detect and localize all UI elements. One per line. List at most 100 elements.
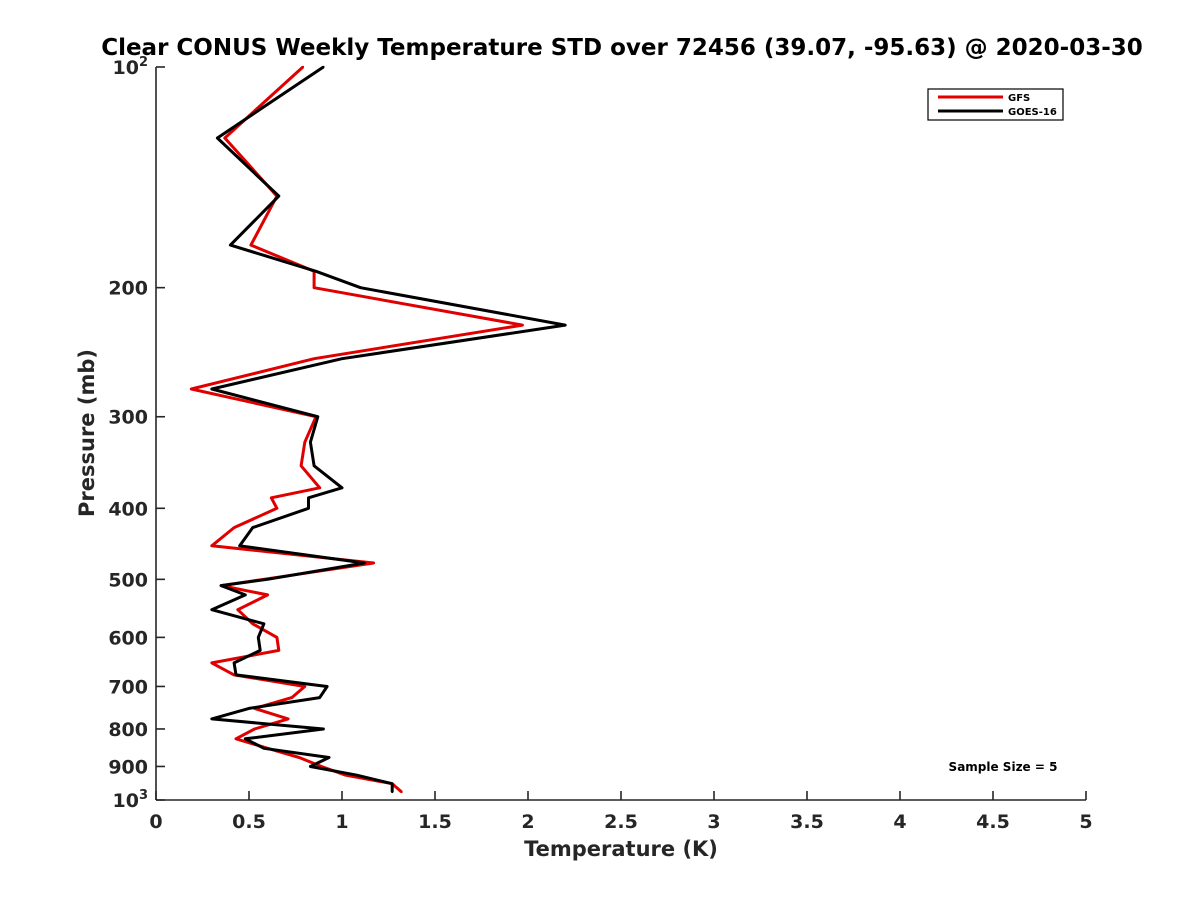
data-point-goes16 [216,136,219,140]
data-point-gfs [277,649,280,652]
y-tick-label: 102 [113,55,149,79]
data-point-gfs [286,717,290,721]
x-tick-label: 3 [707,811,720,833]
data-point-goes16 [391,782,394,785]
data-point-goes16 [322,65,325,69]
data-point-goes16 [247,707,251,710]
x-tick-label: 2.5 [604,811,638,833]
x-tick-label: 4 [893,811,906,833]
x-tick-label: 0.5 [232,811,266,833]
x-tick-label: 3.5 [790,811,824,833]
y-tick-label: 900 [108,756,148,778]
data-point-gfs [303,441,306,444]
data-point-goes16 [309,441,312,444]
data-point-goes16 [340,486,344,489]
x-tick-label: 4.5 [976,811,1010,833]
data-point-goes16 [258,649,262,652]
sample-size-annotation: Sample Size = 5 [949,760,1058,774]
data-point-goes16 [262,747,266,750]
y-tick-label: 300 [108,407,148,429]
data-point-gfs [312,357,316,360]
series-line-gfs [189,65,524,794]
data-point-goes16 [314,270,318,273]
data-point-goes16 [262,622,266,626]
data-point-gfs [253,727,256,731]
data-point-goes16 [251,526,254,529]
x-tick-label: 2 [521,811,534,833]
data-point-gfs [301,65,305,69]
data-point-goes16 [322,727,325,731]
legend-label-gfs: GFS [1008,93,1030,104]
series-layer [189,65,567,794]
data-point-gfs [249,243,253,247]
x-ticks: 0 0.5 1 1.5 2 2.5 3 3.5 4 4.5 5 [149,791,1093,833]
data-point-gfs [210,661,213,665]
data-point-goes16 [244,593,247,597]
data-point-goes16 [391,790,394,794]
data-point-goes16 [359,286,362,289]
x-tick-label: 1 [335,811,348,833]
data-point-gfs [521,323,524,327]
data-point-gfs [290,696,293,699]
chart-title: Clear CONUS Weekly Temperature STD over … [101,35,1143,61]
legend-box [927,88,1064,121]
data-point-gfs [266,593,269,597]
data-point-goes16 [309,765,312,768]
data-point-goes16 [210,608,213,611]
data-point-gfs [223,136,227,140]
data-point-goes16 [307,507,310,510]
data-point-goes16 [312,464,316,468]
data-point-goes16 [234,673,238,677]
data-point-goes16 [257,636,260,639]
data-point-goes16 [564,323,567,327]
y-axis-label: Pressure (mb) [75,349,99,517]
data-point-gfs [190,387,193,391]
y-tick-label: 600 [108,627,148,649]
series-line-goes16 [210,65,567,792]
data-point-goes16 [355,773,359,777]
data-point-gfs [251,622,254,626]
y-tick-label: 500 [108,569,148,591]
data-point-gfs [372,561,375,565]
y-tick-label: 800 [108,719,148,741]
data-point-goes16 [219,584,223,587]
axes [155,67,1086,801]
data-point-goes16 [210,387,213,391]
data-point-goes16 [266,578,269,581]
data-point-gfs [210,544,213,548]
data-point-gfs [299,464,303,468]
data-point-goes16 [307,496,310,499]
data-point-gfs [236,608,240,611]
data-point-goes16 [327,756,331,759]
y-tick-label: 400 [108,498,148,520]
legend-label-goes16: GOES-16 [1008,107,1057,118]
data-point-goes16 [318,696,321,699]
data-point-goes16 [325,685,329,688]
data-point-gfs [270,496,273,499]
y-tick-label: 700 [108,676,148,698]
data-point-gfs [298,756,301,759]
data-point-gfs [232,526,236,529]
x-tick-label: 5 [1079,811,1092,833]
data-point-gfs [303,685,306,688]
data-point-goes16 [244,737,247,740]
x-axis-label: Temperature (K) [524,837,718,861]
data-point-gfs [318,486,321,489]
y-tick-label: 103 [113,788,149,812]
x-tick-label: 1.5 [418,811,452,833]
data-point-gfs [400,790,403,794]
data-point-goes16 [363,561,366,565]
data-point-gfs [234,737,238,740]
x-tick-label: 0 [149,811,162,833]
data-point-gfs [312,286,316,289]
data-point-goes16 [238,544,241,548]
y-tick-label: 200 [108,278,148,300]
y-ticks: 102 200 300 400 500 600 700 800 900 103 [108,55,165,812]
data-point-goes16 [229,243,232,247]
data-point-goes16 [232,661,236,665]
data-point-gfs [275,636,279,639]
data-point-goes16 [210,717,213,721]
data-point-gfs [275,507,279,510]
legend: GFS GOES-16 [927,88,1064,121]
